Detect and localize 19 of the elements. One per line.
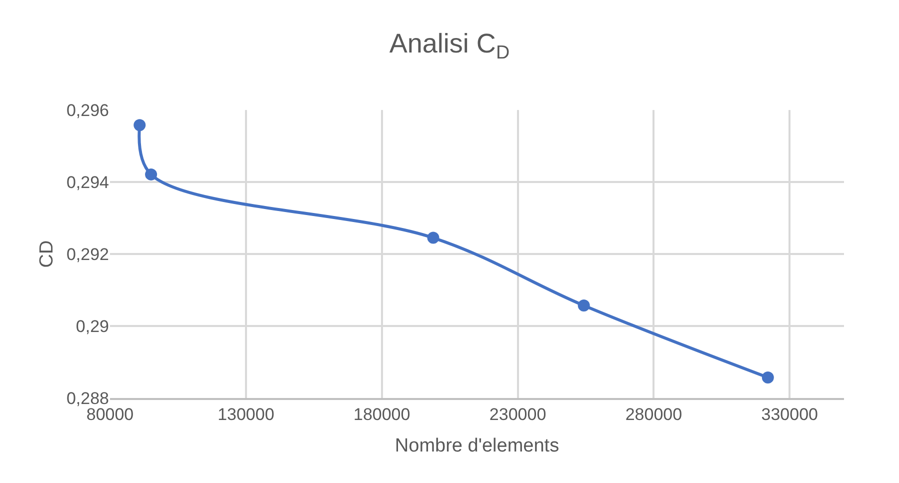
x-tick-label: 330000: [761, 405, 818, 424]
point: [427, 232, 440, 244]
y-axis-title: CD: [36, 240, 58, 268]
y-tick-label: 0,29: [76, 316, 109, 336]
point: [134, 119, 146, 132]
x-tick-label: 130000: [218, 405, 274, 424]
x-tick-label: 230000: [489, 405, 546, 424]
y-tick-label: 0,292: [66, 244, 109, 264]
x-tick-label: 80000: [86, 405, 134, 424]
y-tick-label: 0,296: [66, 100, 109, 120]
x-tick-label: 180000: [353, 405, 410, 424]
x-tick-label: 280000: [625, 405, 682, 424]
x-axis-title: Nombre d'elements: [394, 435, 560, 456]
point: [578, 299, 590, 312]
y-tick-label: 0,288: [66, 388, 109, 408]
chart-title: Analisi C$_{D}$: [389, 28, 510, 64]
y-tick-label: 0,294: [66, 172, 109, 192]
point: [762, 371, 774, 384]
point: [145, 168, 158, 180]
